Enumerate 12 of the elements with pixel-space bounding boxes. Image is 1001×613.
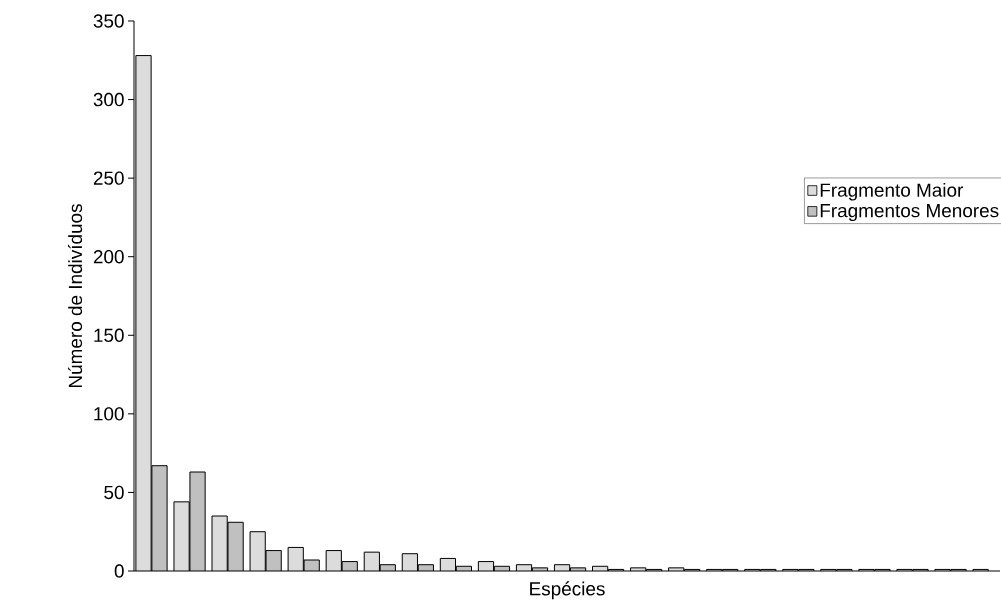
y-tick-label: 100 xyxy=(94,407,124,421)
legend-label: Fragmentos Menores xyxy=(820,204,999,222)
y-tick-label: 150 xyxy=(94,328,124,342)
legend-label: Fragmento Maior xyxy=(820,182,964,201)
y-tick-label: 250 xyxy=(93,171,124,185)
y-tick-label: 200 xyxy=(93,250,124,264)
y-tick-label: 300 xyxy=(93,92,124,107)
y-tick-label: 50 xyxy=(104,485,124,500)
y-tick-label: 0 xyxy=(114,564,124,578)
y-tick-label: 350 xyxy=(93,14,124,28)
x-axis-title: Espécies xyxy=(530,581,605,600)
y-axis-title: Número de Indivíduos xyxy=(67,204,83,388)
